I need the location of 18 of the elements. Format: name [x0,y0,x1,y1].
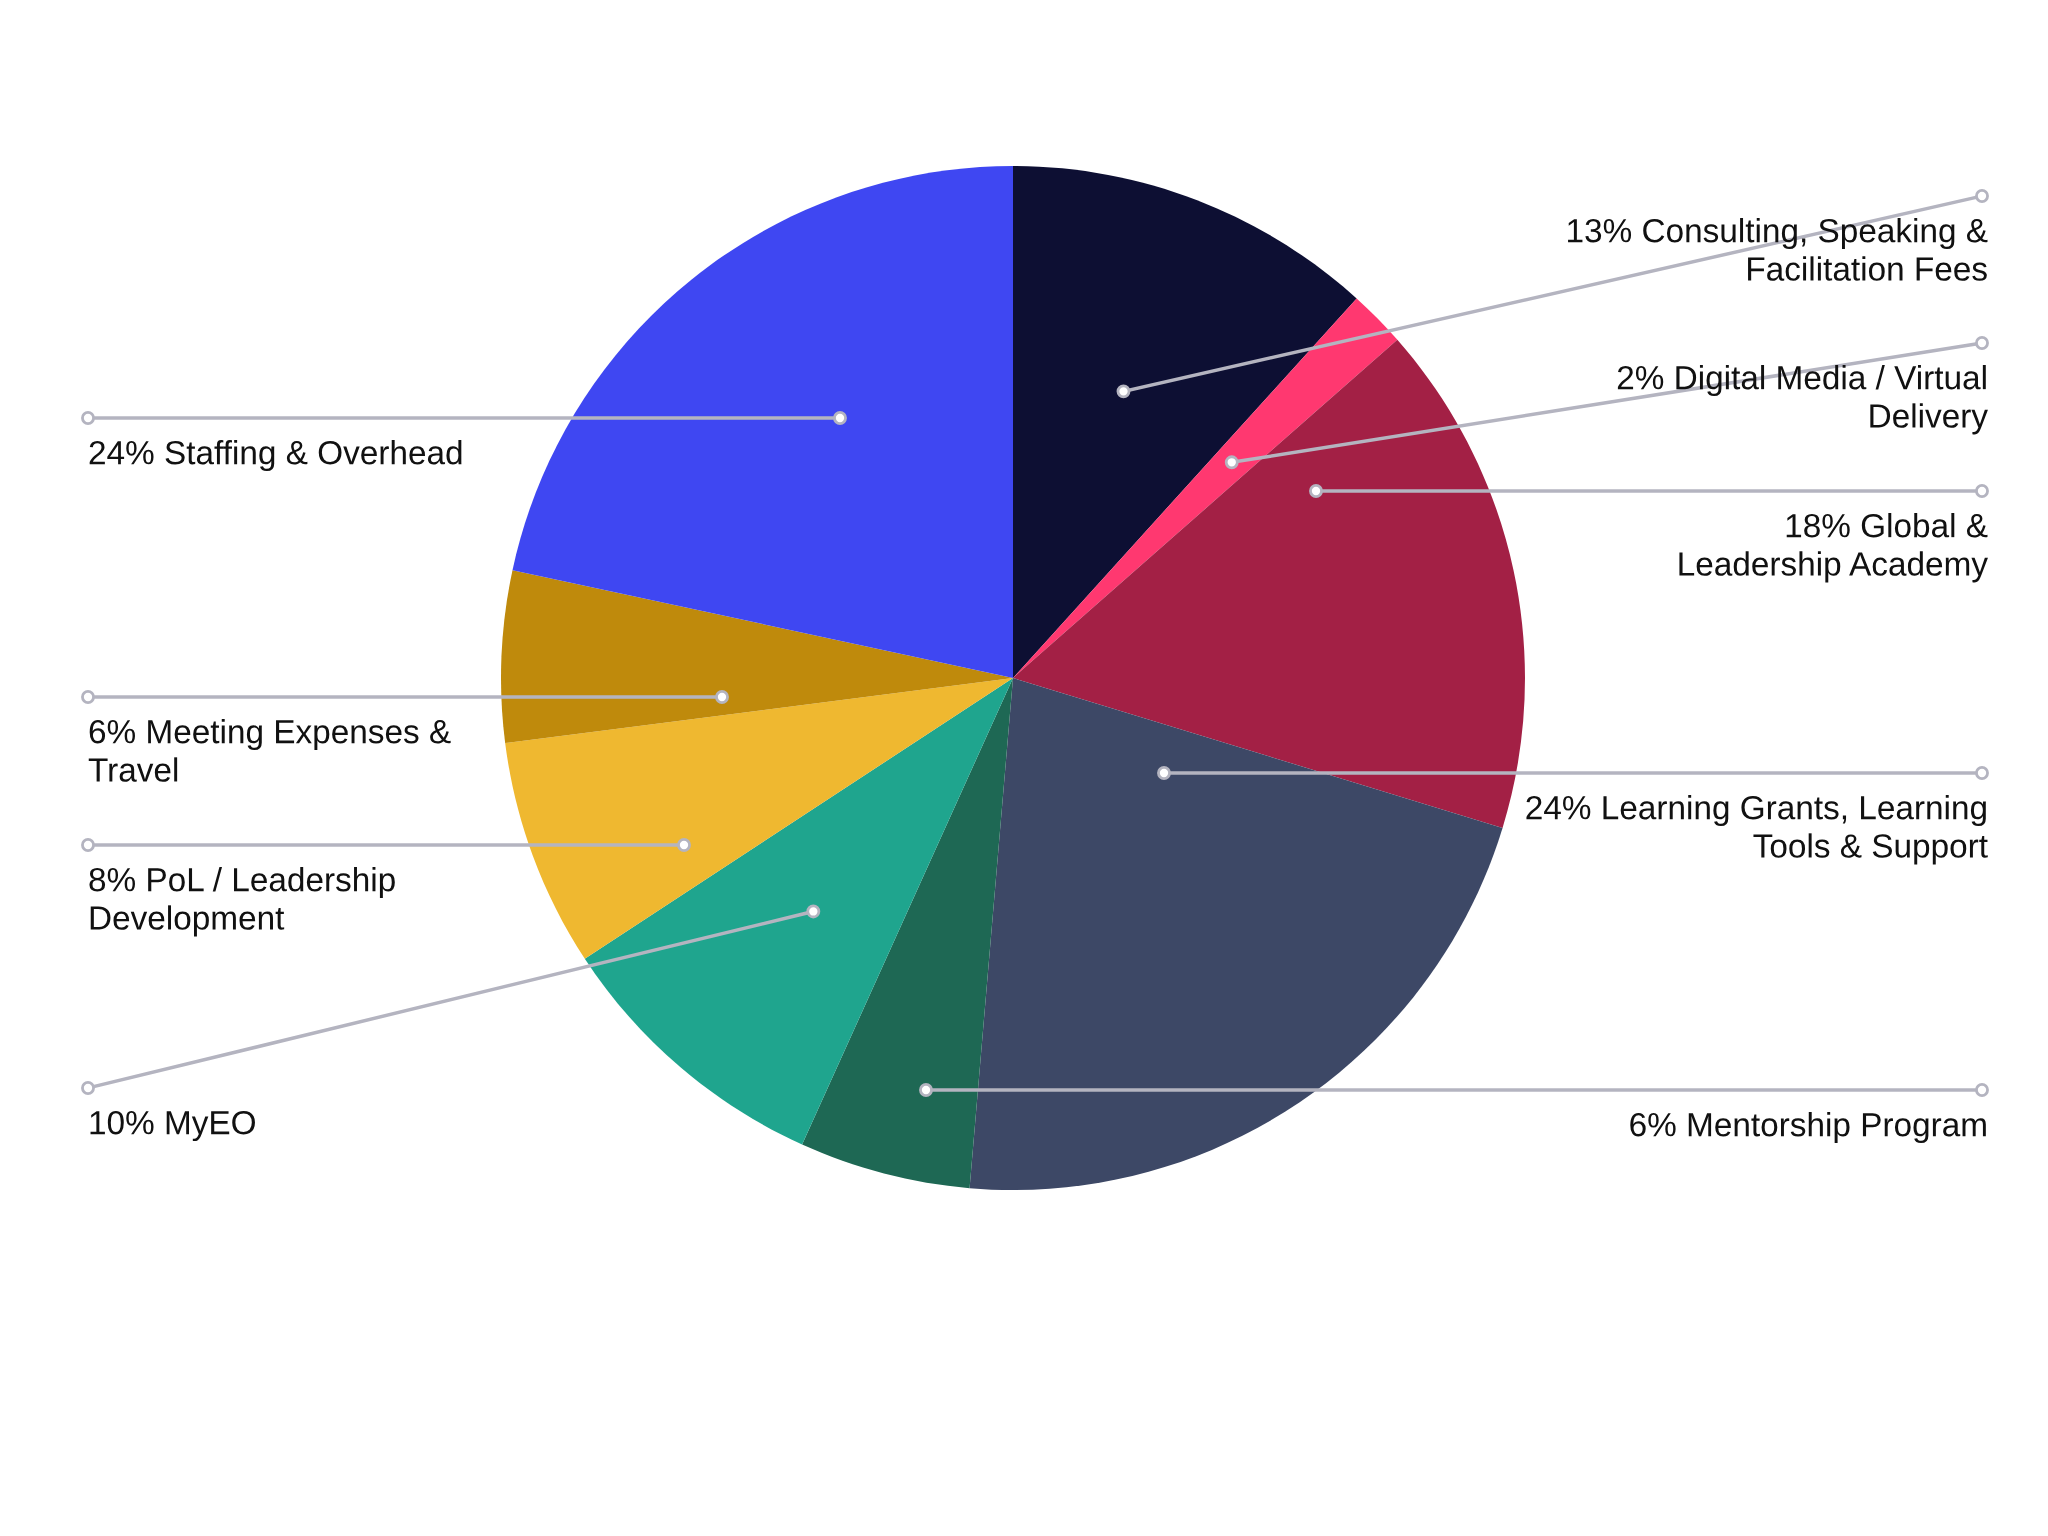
slice-label: 6% Mentorship Program [1630,1112,1986,1144]
pie-slice [505,678,1013,959]
slice-label: 24% Staffing & Overhead [89,440,462,472]
pie-slice [802,678,1013,1189]
slice-label: 6% Meeting Expenses & Travel [88,719,451,782]
slice-label: 13% Consulting, Speaking & Facilitation Fees [1568,218,1988,281]
slice-label: 2% Digital Media / Virtual Delivery [1617,365,1988,435]
pie-slice [1013,339,1525,828]
pie-slice [1013,298,1398,678]
pie-slice [969,678,1503,1190]
slice-label: 24% Learning Grants, Learning Tools & Support [1526,795,1988,865]
pie-slice [584,678,1013,1145]
pie-slice [501,570,1013,744]
slice-label: 8% PoL / Leadership Development [89,867,395,937]
slice-label: 10% MyEO [90,1110,255,1142]
slice-label: 18% Global & Leadership Academy [1679,513,1988,583]
pie-slice [1013,166,1357,678]
pie-slice [512,166,1013,678]
